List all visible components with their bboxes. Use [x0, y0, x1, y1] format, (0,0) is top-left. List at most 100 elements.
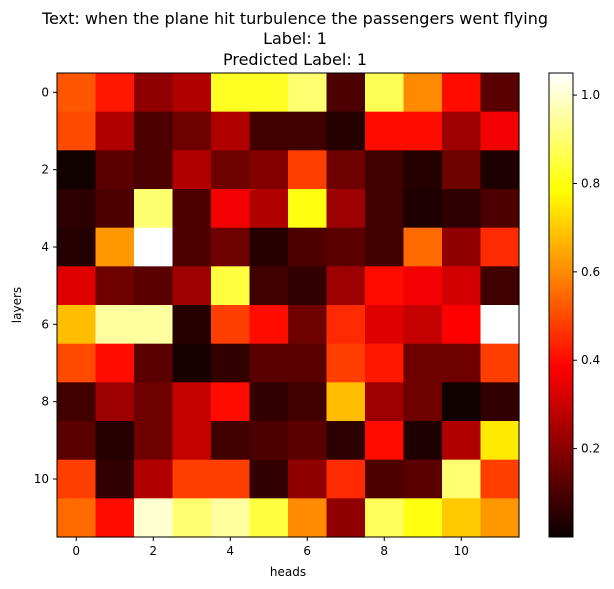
- heatmap-cell: [442, 421, 482, 461]
- x-tick-label: 0: [72, 544, 80, 558]
- heatmap-cell: [326, 266, 366, 306]
- heatmap-cell: [365, 343, 405, 383]
- heatmap-cell: [480, 150, 520, 190]
- heatmap-cell: [365, 498, 405, 538]
- y-tick-label: 10: [34, 472, 49, 486]
- y-tick-label: 0: [41, 85, 49, 99]
- heatmap-cell: [57, 343, 97, 383]
- heatmap-cell: [442, 498, 482, 538]
- heatmap-cell: [95, 189, 135, 229]
- heatmap-cell: [403, 498, 443, 538]
- heatmap-cell: [249, 111, 289, 151]
- heatmap-cell: [480, 382, 520, 422]
- colorbar-tick-label: 0.6: [581, 265, 600, 279]
- heatmap-cell: [288, 459, 328, 499]
- heatmap-cell: [134, 266, 174, 306]
- heatmap-cell: [134, 382, 174, 422]
- heatmap-cell: [211, 150, 251, 190]
- heatmap-cell: [249, 382, 289, 422]
- heatmap-cell: [365, 111, 405, 151]
- heatmap-cell: [480, 305, 520, 345]
- heatmap-cell: [403, 189, 443, 229]
- heatmap-cell: [211, 227, 251, 267]
- heatmap-cell: [95, 227, 135, 267]
- heatmap-cell: [249, 266, 289, 306]
- heatmap-cell: [95, 150, 135, 190]
- colorbar-tick-label: 0.2: [581, 442, 600, 456]
- heatmap-cell: [442, 189, 482, 229]
- heatmap-cell: [326, 227, 366, 267]
- heatmap-cell: [95, 73, 135, 113]
- chart-title-line-1: Text: when the plane hit turbulence the …: [41, 9, 549, 28]
- heatmap-cell: [365, 459, 405, 499]
- heatmap-cell: [57, 227, 97, 267]
- heatmap-cell: [365, 421, 405, 461]
- heatmap-cell: [442, 111, 482, 151]
- heatmap-cell: [172, 498, 212, 538]
- heatmap-cell: [480, 189, 520, 229]
- heatmap-cell: [211, 421, 251, 461]
- heatmap-cell: [172, 150, 212, 190]
- heatmap-cell: [288, 343, 328, 383]
- heatmap-cell: [326, 189, 366, 229]
- heatmap-cell: [211, 382, 251, 422]
- heatmap-cell: [57, 498, 97, 538]
- heatmap-cell: [403, 266, 443, 306]
- heatmap-cell: [57, 189, 97, 229]
- heatmap-cell: [211, 73, 251, 113]
- heatmap-cell: [134, 498, 174, 538]
- heatmap-cell: [172, 421, 212, 461]
- heatmap-cell: [134, 111, 174, 151]
- heatmap-cell: [480, 421, 520, 461]
- y-tick-label: 8: [41, 395, 49, 409]
- x-axis-ticks: 0 2 4 6 8 10: [72, 537, 469, 558]
- y-tick-label: 4: [41, 240, 49, 254]
- heatmap-cell: [365, 189, 405, 229]
- heatmap-cell: [403, 382, 443, 422]
- heatmap-cell: [288, 266, 328, 306]
- heatmap-cell: [95, 382, 135, 422]
- heatmap-cell: [211, 459, 251, 499]
- heatmap-cell: [288, 111, 328, 151]
- heatmap-cell: [403, 459, 443, 499]
- heatmap-cell: [172, 111, 212, 151]
- x-tick-label: 6: [303, 544, 311, 558]
- colorbar-tick-label: 1.0: [581, 88, 600, 102]
- heatmap-cell: [442, 73, 482, 113]
- heatmap-cell: [172, 189, 212, 229]
- heatmap-cell: [211, 305, 251, 345]
- heatmap-cell: [172, 305, 212, 345]
- heatmap-cell: [326, 73, 366, 113]
- heatmap-cell: [442, 343, 482, 383]
- heatmap-cell: [172, 73, 212, 113]
- heatmap-cell: [249, 189, 289, 229]
- heatmap-cell: [249, 459, 289, 499]
- x-tick-label: 2: [149, 544, 157, 558]
- heatmap-cell: [403, 421, 443, 461]
- heatmap-cell: [442, 227, 482, 267]
- y-tick-label: 6: [41, 317, 49, 331]
- x-tick-label: 4: [226, 544, 234, 558]
- plot-frame: [56, 72, 520, 538]
- heatmap-cell: [365, 382, 405, 422]
- heatmap-cell: [211, 498, 251, 538]
- heatmap-cell: [57, 111, 97, 151]
- heatmap-cell: [249, 73, 289, 113]
- heatmap-cell: [326, 305, 366, 345]
- heatmap-cell: [480, 73, 520, 113]
- heatmap-cell: [288, 305, 328, 345]
- heatmap-cells: [57, 73, 520, 538]
- heatmap-cell: [326, 459, 366, 499]
- heatmap-cell: [172, 459, 212, 499]
- heatmap-cell: [442, 305, 482, 345]
- heatmap-cell: [134, 189, 174, 229]
- y-axis-label: layers: [10, 287, 24, 323]
- heatmap-cell: [57, 73, 97, 113]
- heatmap-cell: [403, 111, 443, 151]
- heatmap-cell: [57, 459, 97, 499]
- heatmap-cell: [365, 227, 405, 267]
- heatmap-cell: [57, 150, 97, 190]
- y-axis-ticks: 0 2 4 6 8 10: [34, 85, 57, 486]
- heatmap-cell: [249, 150, 289, 190]
